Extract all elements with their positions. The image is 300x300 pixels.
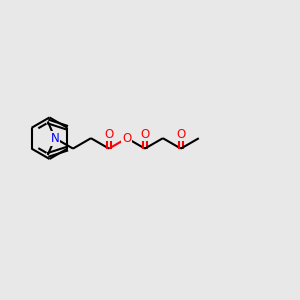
Text: O: O — [122, 132, 131, 145]
Text: O: O — [140, 128, 149, 141]
Text: O: O — [104, 128, 114, 141]
Text: O: O — [176, 128, 185, 141]
Text: N: N — [51, 132, 59, 145]
